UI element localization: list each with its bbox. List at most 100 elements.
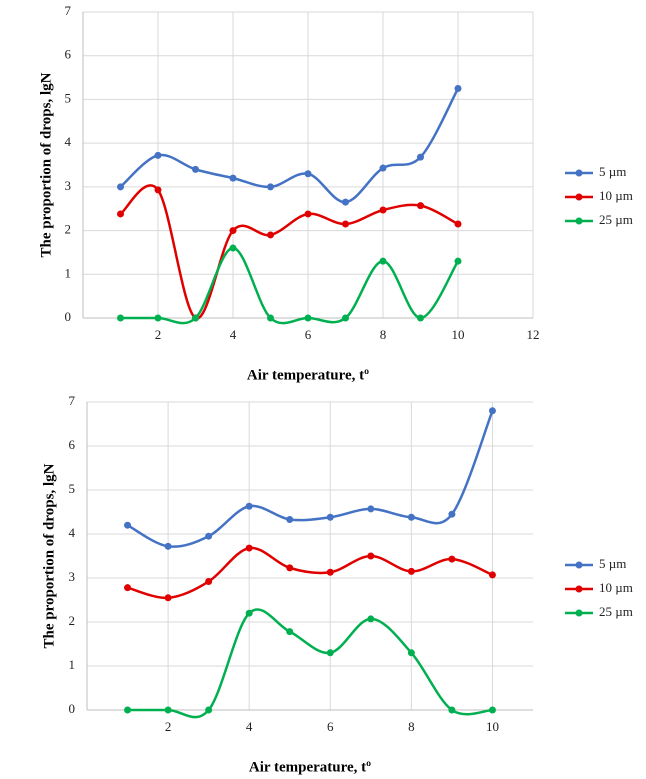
- data-point: [117, 183, 124, 191]
- legend-marker: [575, 585, 583, 593]
- legend-label: 10 µm: [599, 188, 633, 203]
- data-point: [205, 532, 213, 540]
- y-tick-label: 4: [65, 134, 72, 149]
- legend-label: 25 µm: [599, 212, 633, 227]
- series-line: [120, 246, 460, 325]
- data-point: [267, 314, 274, 322]
- y-tick-label: 7: [65, 3, 72, 18]
- data-point: [417, 314, 424, 322]
- data-point: [342, 220, 349, 228]
- data-point: [367, 505, 375, 513]
- series-line: [126, 410, 494, 548]
- data-point: [448, 510, 456, 518]
- data-point: [267, 231, 274, 239]
- data-point: [417, 153, 424, 161]
- legend-marker: [575, 217, 583, 225]
- data-point: [454, 257, 462, 265]
- data-point: [342, 314, 349, 322]
- x-axis-title: Air temperature, tº: [249, 759, 371, 775]
- data-point: [407, 513, 415, 521]
- data-point: [367, 552, 375, 560]
- legend-marker: [575, 561, 583, 569]
- data-point: [379, 164, 387, 172]
- y-tick-label: 3: [69, 569, 76, 584]
- y-tick-label: 6: [65, 47, 72, 62]
- data-point: [192, 165, 199, 173]
- y-tick-label: 1: [69, 657, 76, 672]
- y-tick-label: 6: [69, 437, 76, 452]
- data-point: [229, 244, 237, 252]
- data-point: [304, 314, 312, 322]
- data-point: [379, 257, 387, 265]
- data-point: [454, 85, 462, 92]
- data-point: [417, 202, 424, 210]
- x-tick-label: 10: [452, 327, 465, 342]
- y-tick-label: 3: [65, 178, 72, 193]
- data-point: [124, 521, 132, 529]
- data-point: [326, 649, 334, 657]
- y-tick-label: 2: [69, 613, 76, 628]
- y-tick-label: 5: [65, 90, 72, 105]
- data-point: [117, 314, 124, 322]
- y-axis-title: The proportion of drops, lgN: [38, 72, 54, 257]
- data-point: [164, 594, 172, 602]
- data-point: [326, 568, 334, 576]
- data-point: [124, 706, 132, 714]
- data-point: [454, 220, 462, 228]
- x-tick-label: 10: [486, 719, 499, 734]
- legend-label: 5 µm: [599, 164, 626, 179]
- x-tick-label: 8: [408, 719, 415, 734]
- legend-marker: [575, 609, 583, 617]
- data-point: [245, 544, 253, 552]
- y-tick-label: 5: [69, 481, 76, 496]
- legend-label: 10 µm: [599, 580, 633, 595]
- y-tick-label: 4: [69, 525, 76, 540]
- x-tick-label: 6: [305, 327, 312, 342]
- data-point: [154, 314, 162, 322]
- x-tick-label: 2: [165, 719, 172, 734]
- data-point: [205, 578, 213, 586]
- x-axis-title: Air temperature, tº: [247, 367, 369, 383]
- y-tick-label: 2: [65, 222, 72, 237]
- data-point: [488, 571, 496, 579]
- y-tick-label: 7: [69, 393, 76, 408]
- y-tick-label: 0: [65, 309, 72, 324]
- legend-marker: [575, 169, 583, 177]
- y-tick-label: 1: [65, 265, 72, 280]
- data-point: [286, 515, 294, 523]
- data-point: [245, 609, 253, 617]
- data-point: [304, 170, 312, 178]
- data-point: [367, 615, 375, 623]
- data-point: [154, 186, 162, 194]
- data-point: [488, 407, 496, 415]
- data-point: [407, 649, 415, 657]
- x-tick-label: 12: [527, 327, 540, 342]
- data-point: [488, 706, 496, 714]
- data-point: [448, 706, 456, 714]
- data-point: [229, 174, 237, 182]
- data-point: [286, 628, 294, 636]
- data-point: [304, 210, 312, 218]
- data-point: [448, 555, 456, 563]
- data-point: [407, 567, 415, 575]
- data-point: [379, 206, 387, 214]
- data-point: [286, 564, 294, 572]
- data-point: [164, 542, 172, 550]
- data-point: [245, 502, 253, 510]
- x-tick-label: 4: [246, 719, 253, 734]
- x-tick-label: 4: [230, 327, 237, 342]
- y-axis-title: The proportion of drops, lgN: [41, 463, 57, 648]
- y-tick-label: 0: [69, 701, 76, 716]
- data-point: [117, 210, 124, 218]
- data-point: [267, 183, 274, 191]
- legend-label: 5 µm: [599, 556, 626, 571]
- data-point: [164, 706, 172, 714]
- legend-marker: [575, 193, 583, 201]
- series-line: [127, 608, 493, 719]
- series-line: [127, 546, 493, 600]
- legend-label: 25 µm: [599, 604, 633, 619]
- data-point: [229, 227, 237, 235]
- series-line: [119, 184, 459, 320]
- data-point: [124, 584, 132, 592]
